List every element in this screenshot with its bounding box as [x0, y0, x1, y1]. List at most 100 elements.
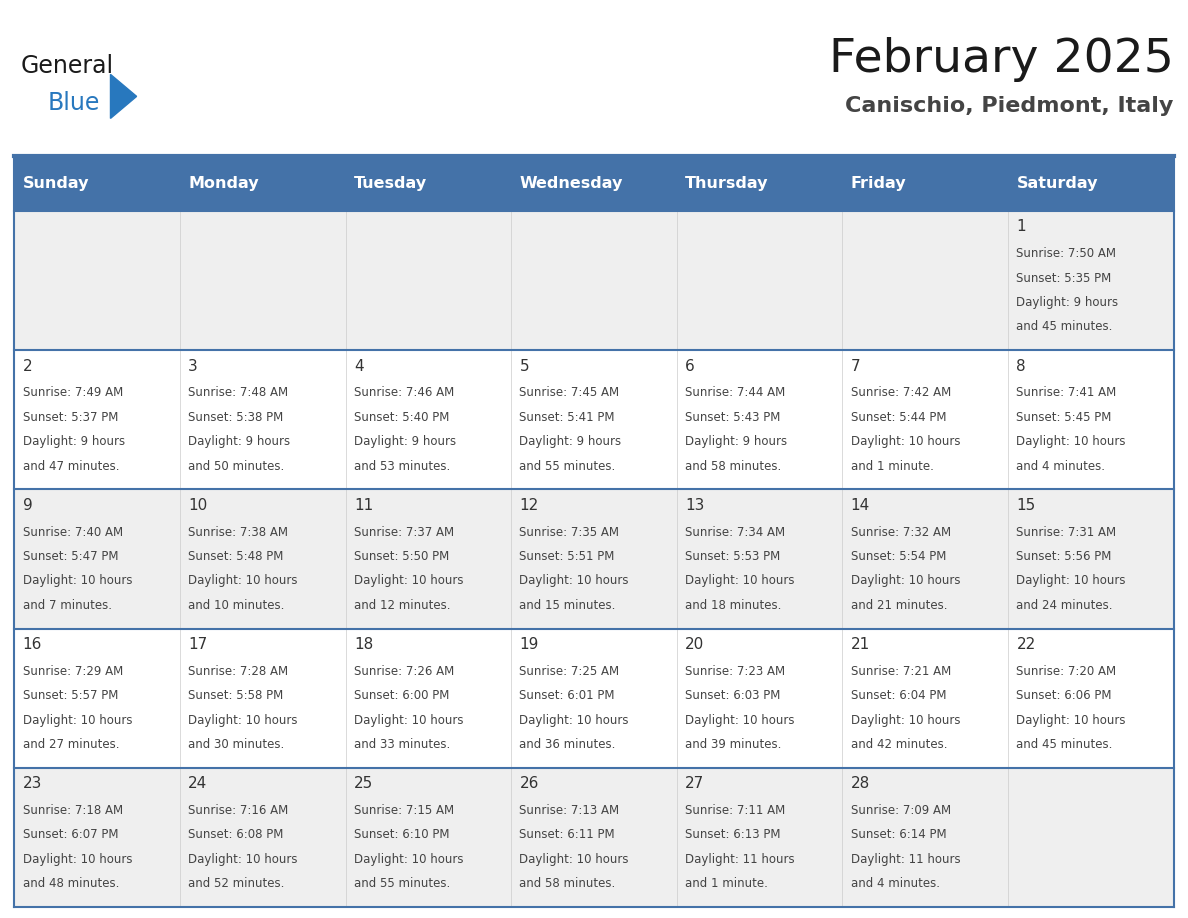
- Text: Sunrise: 7:23 AM: Sunrise: 7:23 AM: [685, 665, 785, 677]
- Text: Sunrise: 7:29 AM: Sunrise: 7:29 AM: [23, 665, 122, 677]
- Text: 13: 13: [685, 498, 704, 513]
- Text: 10: 10: [188, 498, 208, 513]
- Text: 6: 6: [685, 359, 695, 374]
- Text: 28: 28: [851, 776, 870, 791]
- Text: 16: 16: [23, 637, 42, 652]
- Text: 1: 1: [1017, 219, 1026, 234]
- Text: Sunset: 6:08 PM: Sunset: 6:08 PM: [188, 828, 284, 842]
- Polygon shape: [110, 74, 137, 118]
- Text: and 1 minute.: and 1 minute.: [685, 877, 767, 890]
- Text: Sunrise: 7:20 AM: Sunrise: 7:20 AM: [1017, 665, 1117, 677]
- Text: Sunset: 5:48 PM: Sunset: 5:48 PM: [188, 550, 284, 563]
- Text: 24: 24: [188, 776, 208, 791]
- Text: February 2025: February 2025: [829, 37, 1174, 82]
- Text: 5: 5: [519, 359, 529, 374]
- Text: General: General: [20, 54, 113, 78]
- Text: and 15 minutes.: and 15 minutes.: [519, 599, 615, 611]
- Text: 3: 3: [188, 359, 198, 374]
- Text: Sunset: 5:51 PM: Sunset: 5:51 PM: [519, 550, 615, 563]
- Text: Daylight: 10 hours: Daylight: 10 hours: [354, 575, 463, 588]
- Text: 17: 17: [188, 637, 208, 652]
- Text: 18: 18: [354, 637, 373, 652]
- Text: Sunrise: 7:21 AM: Sunrise: 7:21 AM: [851, 665, 950, 677]
- Text: and 48 minutes.: and 48 minutes.: [23, 877, 119, 890]
- Text: Sunset: 5:43 PM: Sunset: 5:43 PM: [685, 411, 781, 424]
- Text: 25: 25: [354, 776, 373, 791]
- Text: and 50 minutes.: and 50 minutes.: [188, 460, 284, 473]
- Text: Sunrise: 7:49 AM: Sunrise: 7:49 AM: [23, 386, 122, 399]
- Text: Sunrise: 7:18 AM: Sunrise: 7:18 AM: [23, 804, 122, 817]
- Text: Sunset: 6:06 PM: Sunset: 6:06 PM: [1017, 689, 1112, 702]
- Text: Sunrise: 7:48 AM: Sunrise: 7:48 AM: [188, 386, 289, 399]
- Text: and 12 minutes.: and 12 minutes.: [354, 599, 450, 611]
- Text: Sunrise: 7:46 AM: Sunrise: 7:46 AM: [354, 386, 454, 399]
- Text: Sunrise: 7:34 AM: Sunrise: 7:34 AM: [685, 526, 785, 539]
- Text: and 45 minutes.: and 45 minutes.: [1017, 738, 1113, 751]
- Text: and 30 minutes.: and 30 minutes.: [188, 738, 284, 751]
- FancyBboxPatch shape: [346, 156, 511, 211]
- Text: Sunset: 6:10 PM: Sunset: 6:10 PM: [354, 828, 449, 842]
- Text: and 47 minutes.: and 47 minutes.: [23, 460, 119, 473]
- Text: 27: 27: [685, 776, 704, 791]
- Text: Daylight: 9 hours: Daylight: 9 hours: [1017, 296, 1119, 309]
- Text: 15: 15: [1017, 498, 1036, 513]
- Text: Sunset: 5:53 PM: Sunset: 5:53 PM: [685, 550, 781, 563]
- Text: Sunset: 5:35 PM: Sunset: 5:35 PM: [1017, 272, 1112, 285]
- Text: and 42 minutes.: and 42 minutes.: [851, 738, 947, 751]
- Text: Daylight: 9 hours: Daylight: 9 hours: [23, 435, 125, 448]
- Text: and 4 minutes.: and 4 minutes.: [851, 877, 940, 890]
- Text: Sunrise: 7:38 AM: Sunrise: 7:38 AM: [188, 526, 289, 539]
- Text: and 7 minutes.: and 7 minutes.: [23, 599, 112, 611]
- Text: and 36 minutes.: and 36 minutes.: [519, 738, 615, 751]
- Text: Friday: Friday: [851, 176, 906, 191]
- Text: Sunrise: 7:11 AM: Sunrise: 7:11 AM: [685, 804, 785, 817]
- Text: Daylight: 10 hours: Daylight: 10 hours: [354, 713, 463, 726]
- FancyBboxPatch shape: [1009, 156, 1174, 211]
- Text: Sunset: 5:54 PM: Sunset: 5:54 PM: [851, 550, 946, 563]
- Text: and 4 minutes.: and 4 minutes.: [1017, 460, 1105, 473]
- Text: and 55 minutes.: and 55 minutes.: [519, 460, 615, 473]
- FancyBboxPatch shape: [14, 156, 179, 211]
- Text: Thursday: Thursday: [685, 176, 769, 191]
- Text: Daylight: 10 hours: Daylight: 10 hours: [188, 713, 298, 726]
- Text: Sunrise: 7:37 AM: Sunrise: 7:37 AM: [354, 526, 454, 539]
- Text: Daylight: 10 hours: Daylight: 10 hours: [1017, 435, 1126, 448]
- Text: and 33 minutes.: and 33 minutes.: [354, 738, 450, 751]
- Text: and 24 minutes.: and 24 minutes.: [1017, 599, 1113, 611]
- Text: 8: 8: [1017, 359, 1026, 374]
- Text: and 21 minutes.: and 21 minutes.: [851, 599, 947, 611]
- Text: and 52 minutes.: and 52 minutes.: [188, 877, 285, 890]
- Text: Sunrise: 7:45 AM: Sunrise: 7:45 AM: [519, 386, 620, 399]
- Text: Sunset: 6:03 PM: Sunset: 6:03 PM: [685, 689, 781, 702]
- Text: Sunset: 6:01 PM: Sunset: 6:01 PM: [519, 689, 615, 702]
- Text: Wednesday: Wednesday: [519, 176, 623, 191]
- Text: and 45 minutes.: and 45 minutes.: [1017, 320, 1113, 333]
- Text: Daylight: 10 hours: Daylight: 10 hours: [851, 435, 960, 448]
- Text: Sunset: 6:00 PM: Sunset: 6:00 PM: [354, 689, 449, 702]
- Text: Daylight: 10 hours: Daylight: 10 hours: [188, 853, 298, 866]
- Text: Sunset: 6:11 PM: Sunset: 6:11 PM: [519, 828, 615, 842]
- Text: Sunset: 5:58 PM: Sunset: 5:58 PM: [188, 689, 284, 702]
- FancyBboxPatch shape: [677, 156, 842, 211]
- Text: 11: 11: [354, 498, 373, 513]
- Text: Canischio, Piedmont, Italy: Canischio, Piedmont, Italy: [846, 96, 1174, 117]
- Text: 9: 9: [23, 498, 32, 513]
- Text: Daylight: 10 hours: Daylight: 10 hours: [851, 575, 960, 588]
- Text: Sunset: 6:04 PM: Sunset: 6:04 PM: [851, 689, 947, 702]
- Text: Sunrise: 7:13 AM: Sunrise: 7:13 AM: [519, 804, 620, 817]
- Text: Sunset: 5:50 PM: Sunset: 5:50 PM: [354, 550, 449, 563]
- Text: Sunrise: 7:32 AM: Sunrise: 7:32 AM: [851, 526, 950, 539]
- Text: and 55 minutes.: and 55 minutes.: [354, 877, 450, 890]
- Text: Sunrise: 7:40 AM: Sunrise: 7:40 AM: [23, 526, 122, 539]
- Text: Sunset: 5:41 PM: Sunset: 5:41 PM: [519, 411, 615, 424]
- Text: Sunrise: 7:41 AM: Sunrise: 7:41 AM: [1017, 386, 1117, 399]
- Text: Daylight: 10 hours: Daylight: 10 hours: [519, 853, 628, 866]
- Text: Blue: Blue: [48, 91, 100, 115]
- Text: and 18 minutes.: and 18 minutes.: [685, 599, 782, 611]
- Text: Daylight: 9 hours: Daylight: 9 hours: [519, 435, 621, 448]
- Text: Daylight: 10 hours: Daylight: 10 hours: [685, 575, 795, 588]
- Text: 20: 20: [685, 637, 704, 652]
- Text: Daylight: 10 hours: Daylight: 10 hours: [1017, 575, 1126, 588]
- Text: Sunset: 6:14 PM: Sunset: 6:14 PM: [851, 828, 947, 842]
- Text: Sunrise: 7:15 AM: Sunrise: 7:15 AM: [354, 804, 454, 817]
